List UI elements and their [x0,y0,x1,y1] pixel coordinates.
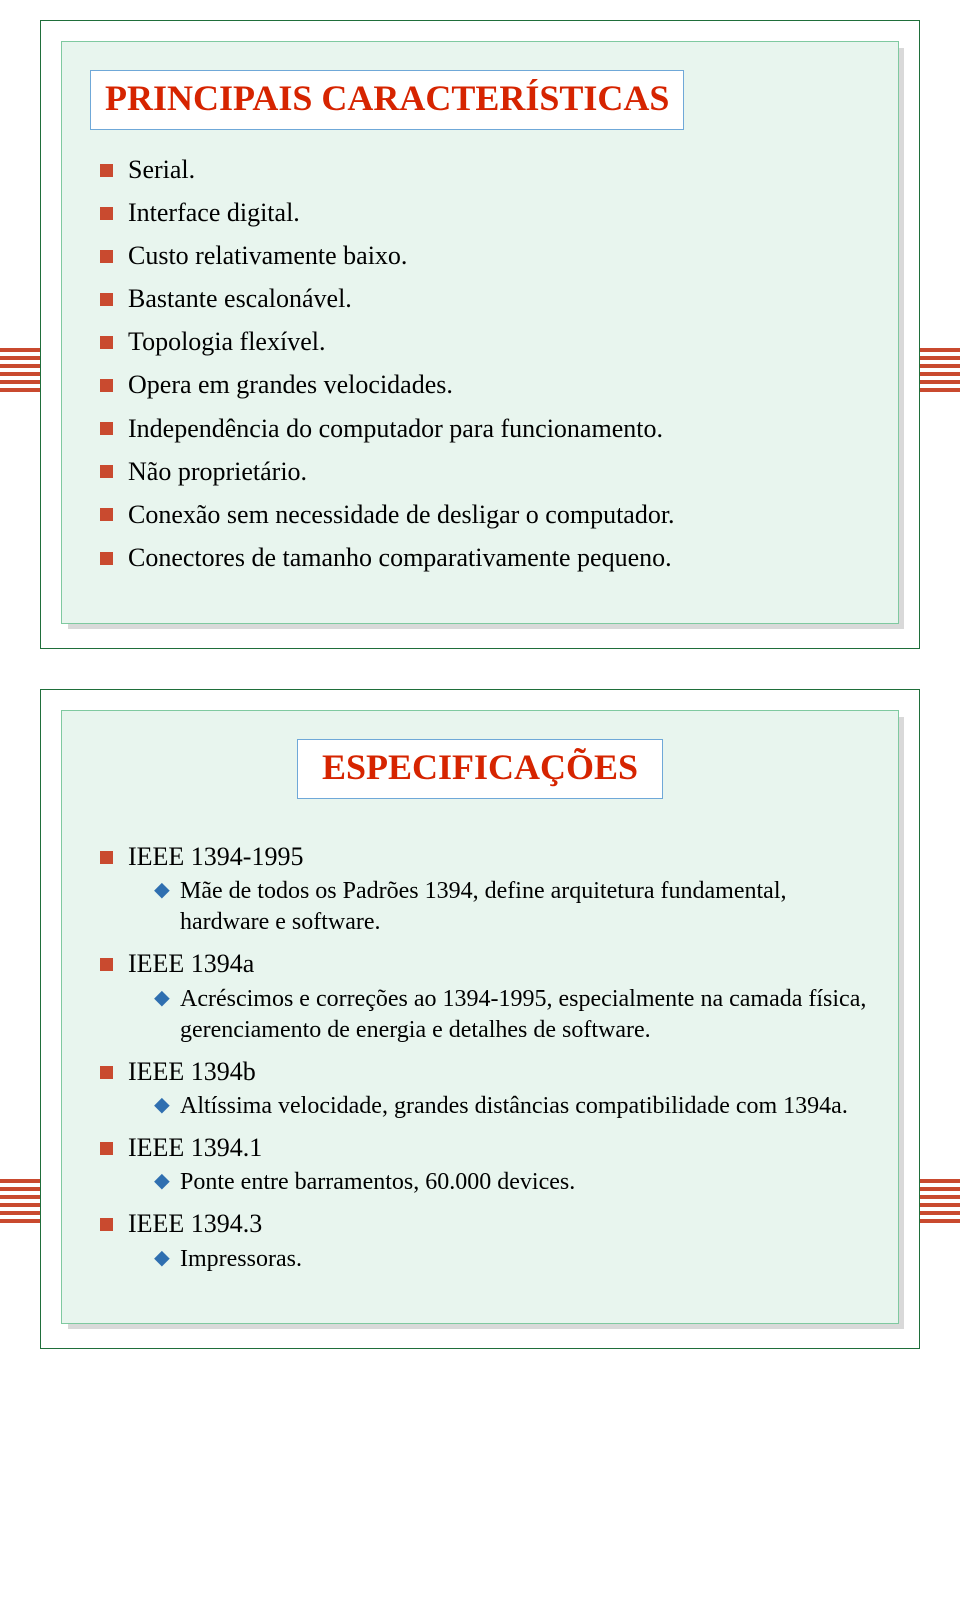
sub-item: Impressoras. [152,1244,870,1275]
item-label: IEEE 1394a [128,949,254,978]
list-item: Serial. [98,152,870,187]
sub-item-text: Ponte entre barramentos, 60.000 devices. [180,1169,575,1195]
item-text: Não proprietário. [128,457,307,486]
sub-item-text: Mãe de todos os Padrões 1394, define arq… [180,878,787,935]
item-label: IEEE 1394-1995 [128,842,303,871]
item-text: Interface digital. [128,198,300,227]
item-text: Topologia flexível. [128,327,325,356]
item-text: Serial. [128,155,195,184]
list-item: IEEE 1394.3 Impressoras. [98,1206,870,1274]
item-text: Conexão sem necessidade de desligar o co… [128,500,675,529]
sub-list: Mãe de todos os Padrões 1394, define arq… [128,876,870,938]
sub-item-text: Impressoras. [180,1246,302,1272]
sub-item-text: Altíssima velocidade, grandes distâncias… [180,1093,848,1119]
list-item: Bastante escalonável. [98,281,870,316]
item-text: Custo relativamente baixo. [128,241,407,270]
list-item: Opera em grandes velocidades. [98,367,870,402]
item-label: IEEE 1394b [128,1057,256,1086]
outer-frame: PRINCIPAIS CARACTERÍSTICAS Serial. Interf… [40,20,920,649]
list-item: Custo relativamente baixo. [98,238,870,273]
sub-item: Mãe de todos os Padrões 1394, define arq… [152,876,870,938]
sub-list: Ponte entre barramentos, 60.000 devices. [128,1167,870,1198]
list-item: IEEE 1394.1 Ponte entre barramentos, 60.0… [98,1130,870,1198]
title-box: ESPECIFICAÇÕES [297,739,663,799]
outer-frame: ESPECIFICAÇÕES IEEE 1394-1995 Mãe de todo… [40,689,920,1349]
slide-1: PRINCIPAIS CARACTERÍSTICAS Serial. Interf… [0,0,960,669]
item-text: Independência do computador para funcion… [128,414,663,443]
list-item: Independência do computador para funcion… [98,411,870,446]
sub-item-text: Acréscimos e correções ao 1394-1995, esp… [180,986,866,1043]
sub-list: Acréscimos e correções ao 1394-1995, esp… [128,984,870,1046]
sub-item: Acréscimos e correções ao 1394-1995, esp… [152,984,870,1046]
slide-title: PRINCIPAIS CARACTERÍSTICAS [105,77,669,119]
title-box: PRINCIPAIS CARACTERÍSTICAS [90,70,684,130]
title-wrapper: ESPECIFICAÇÕES [90,739,870,821]
bullet-list: Serial. Interface digital. Custo relativam… [90,152,870,575]
bullet-list: IEEE 1394-1995 Mãe de todos os Padrões 13… [90,839,870,1275]
list-item: Não proprietário. [98,454,870,489]
slide-title: ESPECIFICAÇÕES [322,746,638,788]
item-label: IEEE 1394.1 [128,1133,262,1162]
list-item: IEEE 1394-1995 Mãe de todos os Padrões 13… [98,839,870,938]
sub-item: Ponte entre barramentos, 60.000 devices. [152,1167,870,1198]
list-item: Conectores de tamanho comparativamente p… [98,540,870,575]
list-item: Topologia flexível. [98,324,870,359]
sub-list: Impressoras. [128,1244,870,1275]
list-item: Conexão sem necessidade de desligar o co… [98,497,870,532]
item-label: IEEE 1394.3 [128,1209,262,1238]
slide-2: ESPECIFICAÇÕES IEEE 1394-1995 Mãe de todo… [0,669,960,1369]
inner-panel: ESPECIFICAÇÕES IEEE 1394-1995 Mãe de todo… [61,710,899,1324]
list-item: IEEE 1394a Acréscimos e correções ao 1394… [98,946,870,1045]
item-text: Opera em grandes velocidades. [128,370,453,399]
list-item: Interface digital. [98,195,870,230]
item-text: Conectores de tamanho comparativamente p… [128,543,672,572]
inner-panel: PRINCIPAIS CARACTERÍSTICAS Serial. Interf… [61,41,899,624]
sub-list: Altíssima velocidade, grandes distâncias… [128,1091,870,1122]
sub-item: Altíssima velocidade, grandes distâncias… [152,1091,870,1122]
item-text: Bastante escalonável. [128,284,352,313]
list-item: IEEE 1394b Altíssima velocidade, grandes … [98,1054,870,1122]
